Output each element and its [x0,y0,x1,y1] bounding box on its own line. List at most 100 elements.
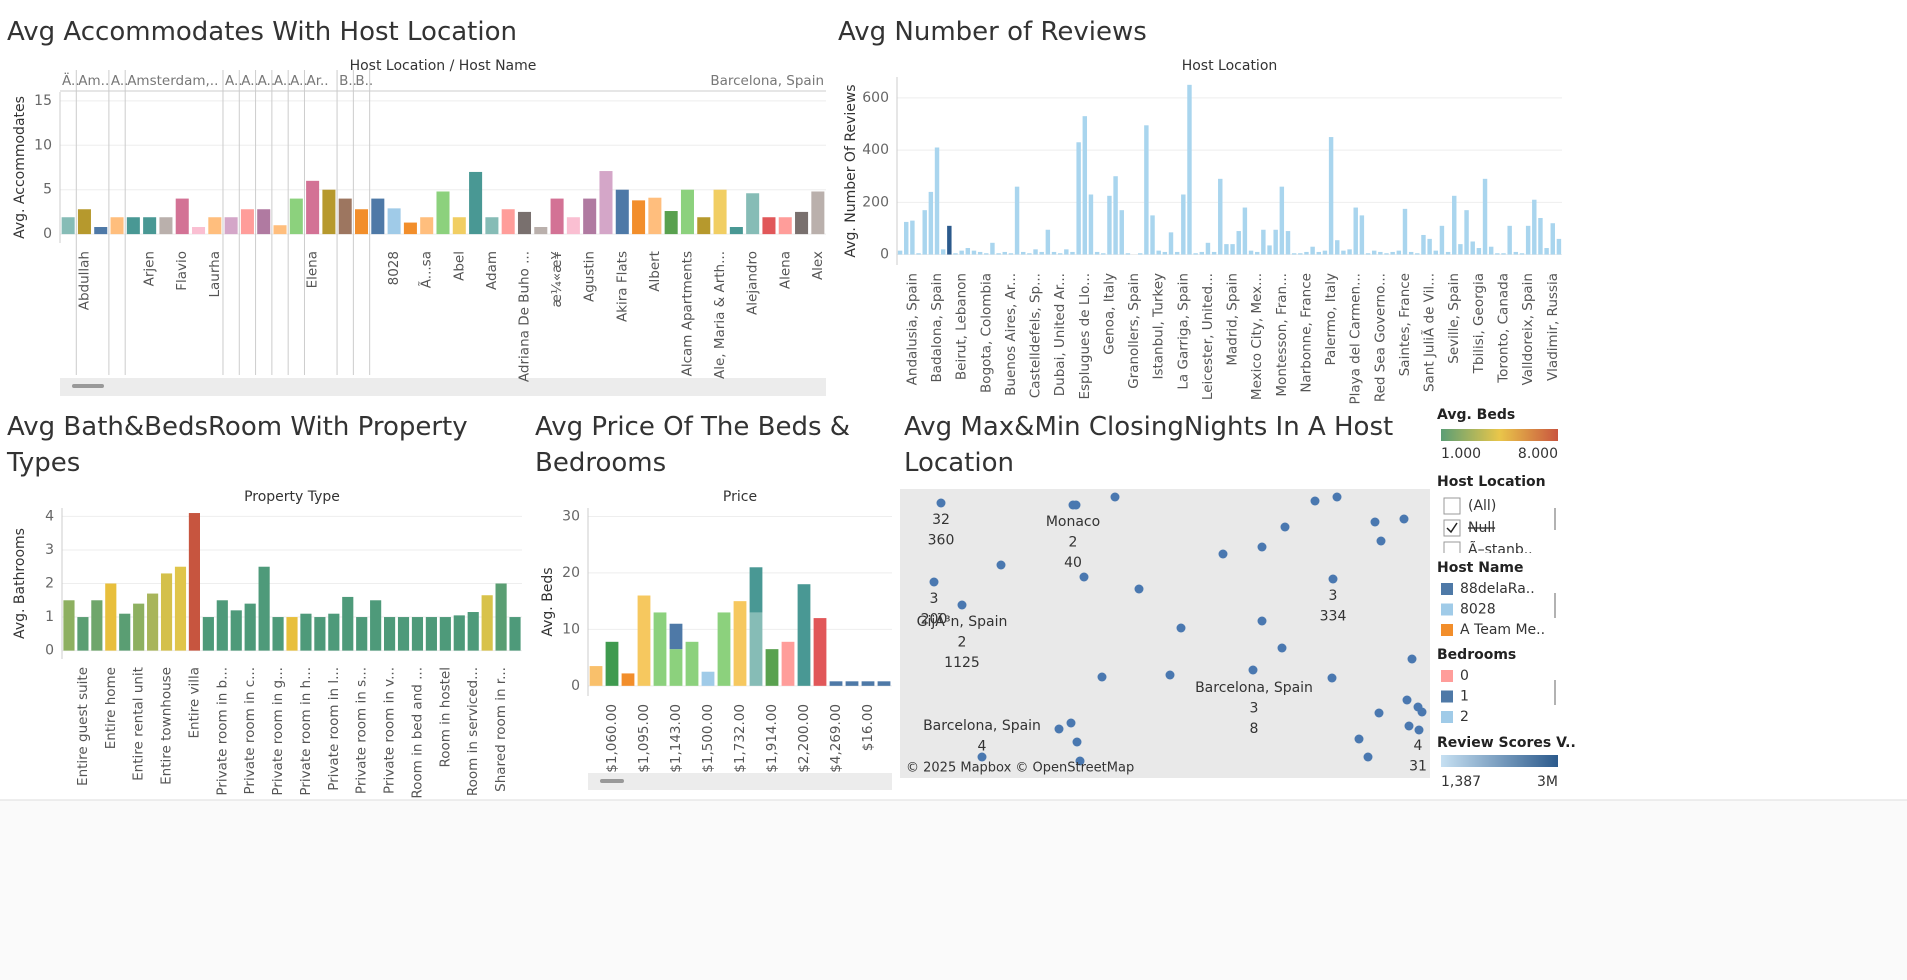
map-dot [1404,721,1414,731]
bar [959,250,964,255]
bar [354,209,369,235]
bar [160,573,173,651]
legend-text: 1.000 [1441,446,1481,462]
bar [1082,116,1088,255]
scrollbar[interactable] [588,773,892,790]
map-dot [1079,572,1089,582]
bar [436,191,450,235]
map-dot [1257,616,1267,626]
map-dot [1370,517,1380,527]
map-dot [1248,665,1258,675]
bar [1328,137,1334,255]
scrollbar[interactable] [60,378,826,396]
bar [680,189,694,235]
bar [244,603,256,651]
bar-segment [589,666,603,686]
map-label: 3 [930,591,939,607]
map-label: 3 [1250,701,1259,717]
bar [403,222,417,235]
x-tick-label: Private room in s... [354,667,370,794]
map-label: 2 [1069,535,1078,551]
filter-item[interactable]: Ã–stanb.. [1468,541,1533,558]
scroll-thumb[interactable] [72,384,104,388]
bar [467,612,479,651]
x-tick-label: Dubai, United Ar... [1052,273,1068,396]
chart-title: Avg Accommodates With Host Location [7,17,517,47]
bar [306,180,320,235]
y-tick-label: 0 [45,643,54,659]
bar-segment [797,584,811,686]
bar [977,251,983,255]
bar [420,217,434,235]
filter-list: (All) Null Ã–stanb.. [1443,497,1533,558]
bar [286,617,298,651]
bar-segment [845,681,859,686]
map-label: 360 [928,533,955,549]
bar-segment [669,649,683,686]
bar [300,613,312,651]
bar [91,600,103,651]
bar [1113,176,1118,255]
map-dot [1374,708,1384,718]
bar [697,217,711,235]
bar-segment [765,649,779,686]
bar [1242,207,1248,255]
legend-swatch [1441,624,1453,636]
map-dot [1328,574,1338,584]
bar-segment [781,641,795,686]
bar [897,250,903,255]
bar [143,217,157,235]
group-header: A.. [258,73,276,89]
filter-item[interactable]: (All) [1468,498,1496,514]
bar [1421,234,1426,255]
bar [615,189,629,235]
bar-segment [749,612,763,686]
bar [371,198,385,235]
checkbox[interactable] [1443,541,1461,558]
x-tick-label: Narbonne, France [1298,273,1314,393]
bar [1125,253,1131,255]
bar [1138,253,1143,255]
bar [1427,238,1432,255]
bar [1458,244,1463,255]
bar [1057,253,1063,255]
x-tick-label: Alejandro [745,251,761,315]
legend-swatch [1441,690,1453,703]
bar [453,615,465,651]
checkbox[interactable] [1443,519,1461,537]
bar [1365,253,1371,255]
bar [1107,195,1112,255]
filter-item[interactable]: Null [1468,520,1495,536]
map-dot [1257,542,1267,552]
scroll-thumb[interactable] [600,779,624,783]
checkbox[interactable] [1443,497,1461,515]
x-tick-label: La Garriga, Spain [1175,273,1191,390]
bar [1254,251,1260,255]
legend-text: 3M [1537,774,1558,790]
bar [1464,210,1469,255]
group-header: Amsterdam,.. [127,73,218,89]
x-tick-label: Alcam Apartments [679,251,695,376]
bar [411,617,424,651]
footer-strip [0,800,1907,980]
bar [1094,251,1100,255]
x-tick-label: Toronto, Canada [1496,273,1512,384]
map-label: 1125 [944,655,980,671]
x-tick-label: Tbilisi, Georgia [1471,273,1487,374]
map-label: 2 [958,635,967,651]
group-header: Am.. [78,73,109,89]
group-header: Barcelona, Spain [710,73,824,89]
x-tick-label: $1,914.00 [764,704,780,773]
bar [664,211,678,235]
bar [1402,208,1408,255]
bar [1236,231,1241,255]
x-tick-label: Private room in g... [270,667,286,796]
x-tick-label: Abel [451,251,467,281]
bar [439,617,451,651]
bar [746,193,760,235]
x-tick-label: Entire villa [186,667,202,739]
bar [1285,231,1291,255]
bar [934,147,940,255]
map-background[interactable] [900,489,1430,778]
